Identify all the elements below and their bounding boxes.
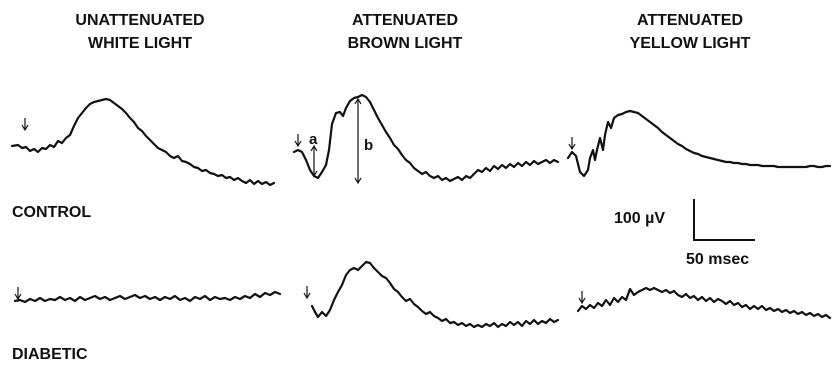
b-wave-arrow: [354, 97, 362, 185]
scale-bar: [693, 199, 755, 241]
trace-diabetic-white: [13, 290, 282, 304]
column-header-white: UNATTENUATED WHITE LIGHT: [55, 9, 225, 55]
row-label-control: CONTROL: [12, 204, 92, 221]
trace-control-brown: [292, 93, 560, 183]
stimulus-arrow-diabetic-yellow: [578, 291, 586, 305]
row-label-diabetic: DIABETIC: [12, 346, 88, 363]
a-wave-label: a: [309, 131, 318, 148]
column-header-line2: WHITE LIGHT: [88, 35, 192, 52]
trace-control-yellow: [566, 109, 832, 178]
b-wave-label: b: [364, 137, 373, 154]
column-header-line1: UNATTENUATED: [75, 12, 205, 29]
stimulus-arrow-control-white: [21, 118, 29, 132]
trace-diabetic-yellow: [576, 286, 832, 320]
a-wave-arrow: [310, 144, 318, 178]
column-header-line1: ATTENUATED: [351, 12, 459, 29]
column-header-line1: ATTENUATED: [636, 12, 744, 29]
stimulus-arrow-control-brown: [294, 134, 302, 148]
scale-time-label: 50 msec: [686, 251, 750, 268]
column-header-line2: BROWN LIGHT: [347, 35, 463, 52]
trace-control-white: [10, 97, 276, 187]
stimulus-arrow-diabetic-white: [14, 287, 22, 301]
column-header-yellow: ATTENUATED YELLOW LIGHT: [605, 9, 775, 55]
stimulus-arrow-diabetic-brown: [303, 286, 311, 300]
stimulus-arrow-control-yellow: [568, 137, 576, 151]
trace-diabetic-brown: [310, 260, 560, 329]
scale-amplitude-label: 100 µV: [614, 210, 666, 227]
column-header-brown: ATTENUATED BROWN LIGHT: [320, 9, 490, 55]
column-header-line2: YELLOW LIGHT: [629, 35, 751, 52]
